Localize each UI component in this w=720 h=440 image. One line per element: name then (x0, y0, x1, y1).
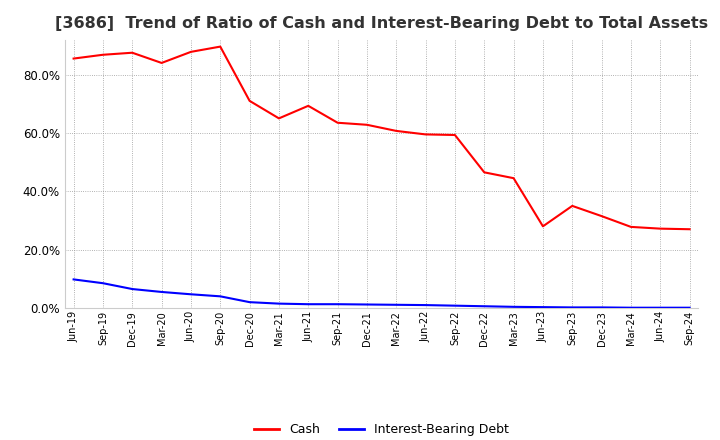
Title: [3686]  Trend of Ratio of Cash and Interest-Bearing Debt to Total Assets: [3686] Trend of Ratio of Cash and Intere… (55, 16, 708, 32)
Legend: Cash, Interest-Bearing Debt: Cash, Interest-Bearing Debt (249, 418, 514, 440)
